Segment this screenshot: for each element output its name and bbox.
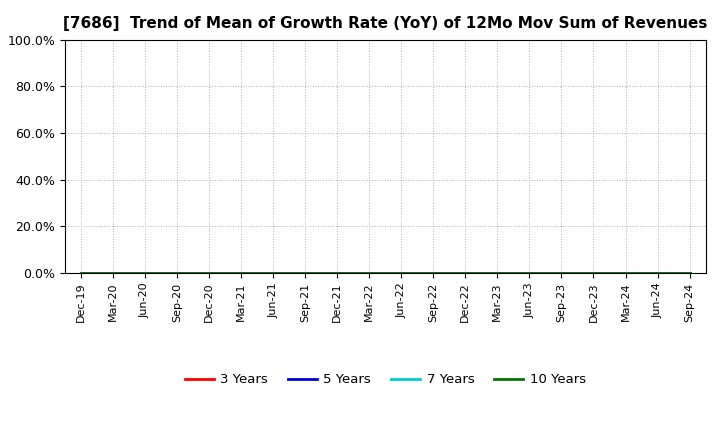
Title: [7686]  Trend of Mean of Growth Rate (YoY) of 12Mo Mov Sum of Revenues: [7686] Trend of Mean of Growth Rate (YoY… bbox=[63, 16, 707, 32]
Legend: 3 Years, 5 Years, 7 Years, 10 Years: 3 Years, 5 Years, 7 Years, 10 Years bbox=[179, 368, 591, 392]
